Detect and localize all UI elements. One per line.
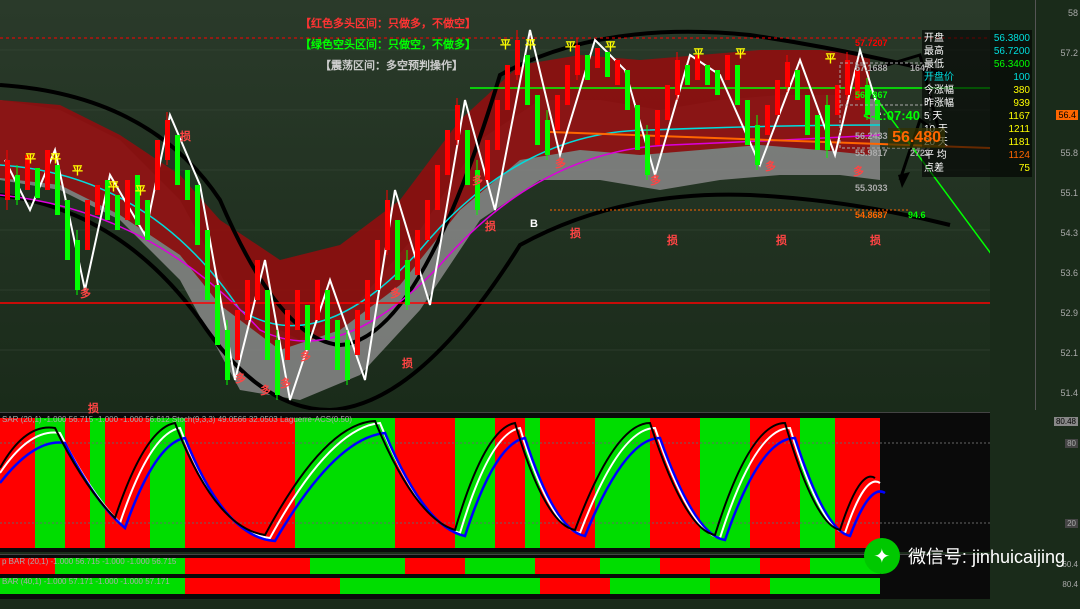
indicator-svg (0, 413, 990, 553)
ytick: 55.8 (1060, 148, 1078, 158)
marker-多: 多 (555, 155, 566, 171)
ytick: 58 (1068, 8, 1078, 18)
marker-平: 平 (825, 50, 836, 66)
ytick: 52.1 (1060, 348, 1078, 358)
marker-平: 平 (693, 45, 704, 61)
indicator1-label: SAR (20,1) -1.000 56.715 -1.000 -1.000 5… (2, 415, 352, 424)
ytick: 53.6 (1060, 268, 1078, 278)
ytick: 51.4 (1060, 388, 1078, 398)
legend-range: 【震荡区间：多空预判操作】 (320, 57, 463, 73)
countdown-timer: <-1:07:40 (863, 108, 920, 123)
price-annotation: 56.2433 (855, 131, 888, 141)
marker-多: 多 (472, 172, 483, 188)
oscillator-panel[interactable]: SAR (20,1) -1.000 56.715 -1.000 -1.000 5… (0, 412, 990, 552)
marker-平: 平 (500, 36, 511, 52)
current-price: 56.480 (888, 128, 945, 148)
price-annotation: 55.9817 (855, 148, 888, 158)
marker-平: 平 (108, 178, 119, 194)
price-annotation: 57.7207 (855, 38, 888, 48)
marker-损: 损 (667, 232, 678, 248)
marker-B: B (530, 218, 538, 230)
ytick: 52.9 (1060, 308, 1078, 318)
price-annotation: 2722 (910, 148, 930, 158)
price-annotation: 55.3033 (855, 183, 888, 193)
marker-多: 多 (235, 370, 246, 386)
marker-损: 损 (776, 232, 787, 248)
marker-平: 平 (50, 150, 61, 166)
wechat-icon: ✦ (864, 538, 900, 574)
price-annotation: 57.1688 (855, 63, 888, 73)
chart-svg (0, 0, 990, 410)
legend-bull: 【红色多头区间：只做多，不做空】 (300, 15, 476, 31)
y-axis: 58 57.2 56.4 55.8 55.1 54.3 53.6 52.9 52… (1035, 0, 1080, 410)
ytick: 56.4 (1056, 110, 1078, 120)
marker-多: 多 (390, 285, 401, 301)
ytick: 57.2 (1060, 48, 1078, 58)
marker-平: 平 (605, 38, 616, 54)
indicator-y-axis: 80.48 80 20 (1035, 412, 1080, 552)
marker-损: 损 (870, 232, 881, 248)
marker-多: 多 (765, 158, 776, 174)
marker-平: 平 (565, 38, 576, 54)
marker-平: 平 (25, 150, 36, 166)
marker-损: 损 (402, 355, 413, 371)
marker-多: 多 (80, 285, 91, 301)
price-info-panel: 开盘56.3800 最高56.7200 最低56.3400 开盘价100 今涨幅… (922, 30, 1032, 177)
indicator2-label1: p BAR (20,1) -1.000 56.715 -1.000 -1.000… (2, 557, 176, 566)
marker-平: 平 (735, 45, 746, 61)
marker-平: 平 (72, 162, 83, 178)
marker-损: 损 (88, 400, 99, 416)
price-annotation: 94.6 (908, 210, 926, 220)
indicator2-label2: BAR (40,1) -1.000 57.171 -1.000 -1.000 5… (2, 577, 170, 586)
marker-多: 多 (260, 382, 271, 398)
ytick: 55.1 (1060, 188, 1078, 198)
ytick: 54.3 (1060, 228, 1078, 238)
marker-损: 损 (570, 225, 581, 241)
ind2-tick: 80.4 (1062, 580, 1078, 589)
marker-多: 多 (650, 172, 661, 188)
marker-平: 平 (135, 182, 146, 198)
legend-bear: 【绿色空头区间：只做空，不做多】 (300, 36, 476, 52)
marker-损: 损 (485, 218, 496, 234)
price-annotation: 56.7867 (855, 90, 888, 100)
marker-多: 多 (300, 348, 311, 364)
bar-indicator-panel[interactable]: p BAR (20,1) -1.000 56.715 -1.000 -1.000… (0, 554, 990, 599)
watermark: ✦ 微信号: jinhuicaijing (864, 538, 1065, 574)
price-annotation: 1647 (910, 63, 930, 73)
marker-损: 损 (180, 128, 191, 144)
main-price-chart[interactable] (0, 0, 990, 410)
marker-多: 多 (853, 163, 864, 179)
marker-多: 多 (280, 375, 291, 391)
marker-平: 平 (525, 36, 536, 52)
price-annotation: 54.8687 (855, 210, 888, 220)
